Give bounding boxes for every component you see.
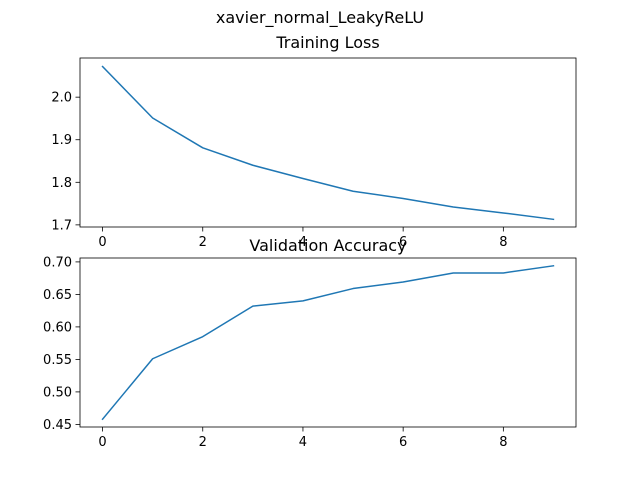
- training-loss-axes-frame: [79, 57, 577, 228]
- training-loss-x-tick-label: 4: [299, 235, 307, 250]
- validation-accuracy-y-tick-label: 0.65: [43, 288, 72, 303]
- figure-suptitle: xavier_normal_LeakyReLU: [216, 8, 424, 28]
- validation-accuracy-x-tick-label: 0: [98, 435, 106, 450]
- validation-accuracy-y-tick-label: 0.60: [43, 320, 72, 335]
- training-loss-x-tick-label: 0: [98, 235, 106, 250]
- validation-accuracy-x-tick-label: 8: [499, 435, 507, 450]
- training-loss-x-tick-label: 6: [399, 235, 407, 250]
- validation-accuracy-series-line: [101, 264, 555, 421]
- validation-accuracy-y-tick-label: 0.45: [43, 418, 72, 433]
- validation-accuracy-x-tick-label: 4: [299, 435, 307, 450]
- validation-accuracy-y-tick-label: 0.50: [43, 385, 72, 400]
- training-loss-series-line: [101, 65, 555, 221]
- validation-accuracy-x-tick-label: 2: [199, 435, 207, 450]
- training-loss-x-tick-label: 8: [499, 235, 507, 250]
- subplot-validation-accuracy: Validation Accuracy 0 2 4 6 8 0.45 0.50 0.55 0.60…: [43, 236, 577, 450]
- validation-accuracy-y-tick-label: 0.55: [43, 353, 72, 368]
- validation-accuracy-y-tick-label: 0.70: [43, 255, 72, 270]
- training-loss-y-tick-label: 2.0: [51, 91, 72, 106]
- validation-accuracy-x-tick-label: 6: [399, 435, 407, 450]
- training-loss-title: Training Loss: [275, 33, 379, 52]
- training-loss-y-tick-label: 1.7: [51, 218, 72, 233]
- training-loss-y-tick-label: 1.8: [51, 176, 72, 191]
- validation-accuracy-title: Validation Accuracy: [249, 236, 406, 255]
- subplot-training-loss: Training Loss 0 2 4 6 8 1.7 1.8 1.9 2.0: [51, 33, 577, 250]
- training-loss-x-tick-label: 2: [199, 235, 207, 250]
- validation-accuracy-axes-frame: [79, 257, 577, 428]
- training-loss-y-tick-label: 1.9: [51, 133, 72, 148]
